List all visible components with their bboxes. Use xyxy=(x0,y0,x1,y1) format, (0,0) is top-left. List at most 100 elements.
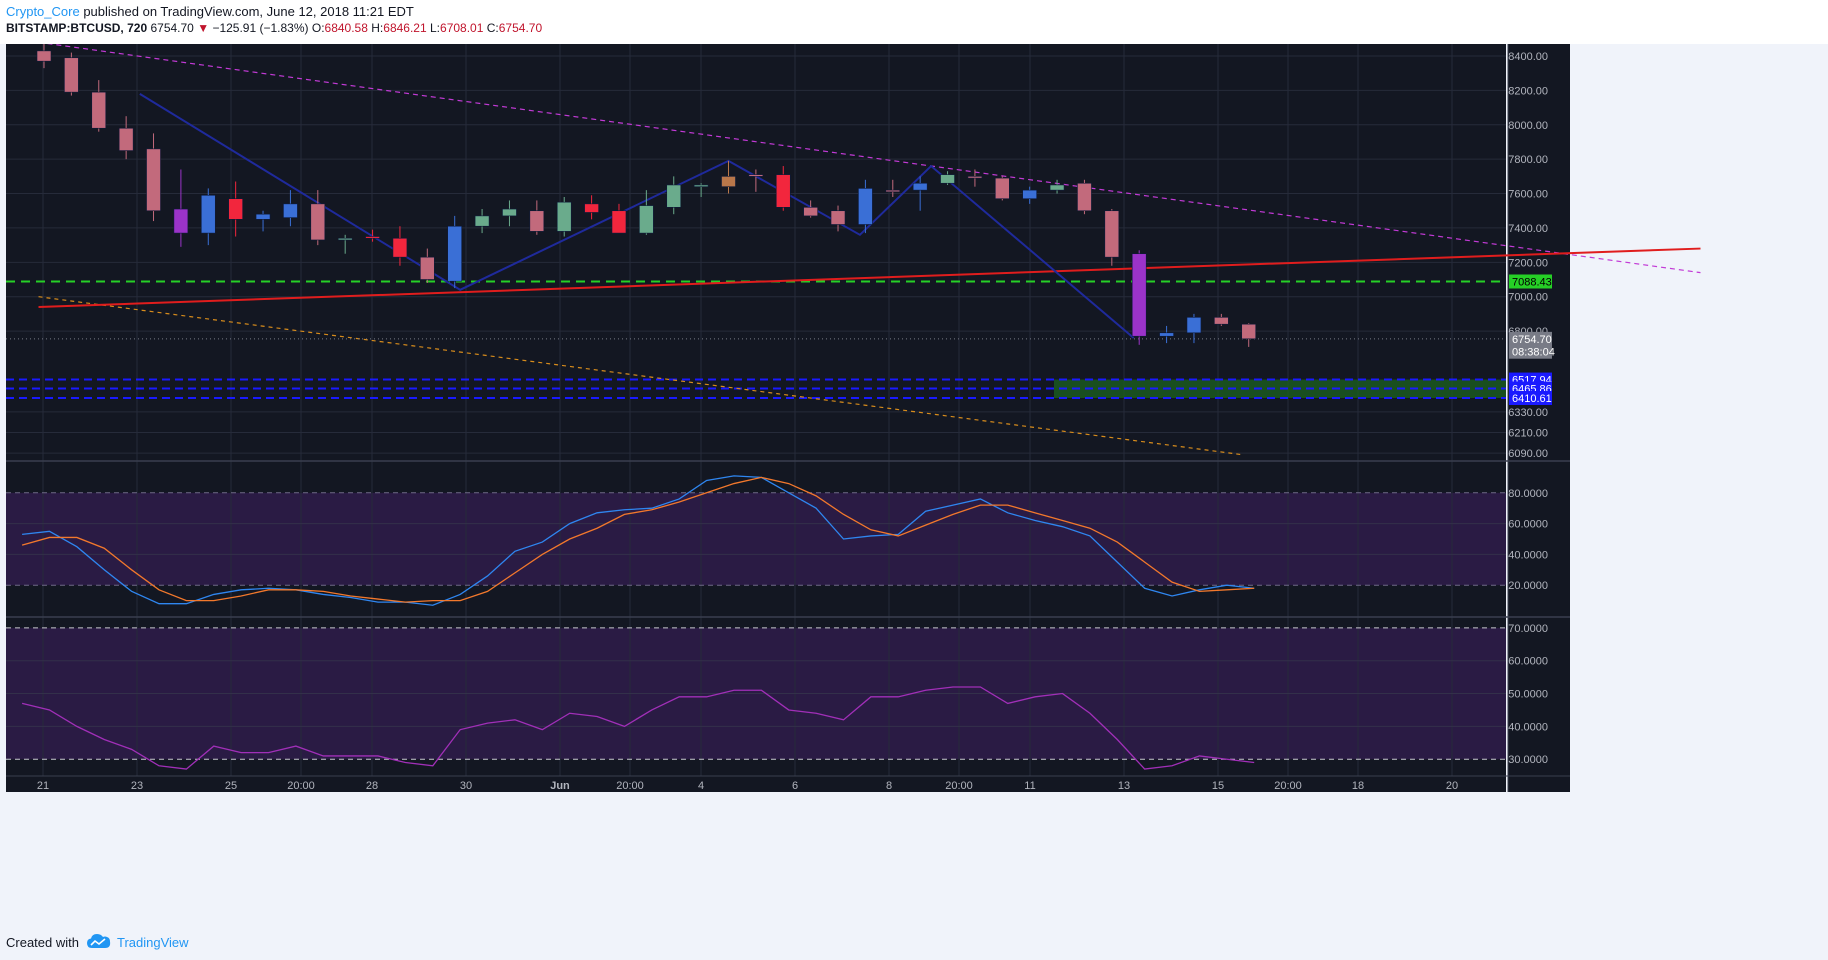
candle xyxy=(365,229,380,242)
publish-text: published on TradingView.com, June 12, 2… xyxy=(83,4,414,19)
date-tick-label: 15 xyxy=(1212,780,1224,792)
candle-body xyxy=(775,174,791,208)
candle-body xyxy=(858,188,873,225)
chart-canvas[interactable]: 21 23 25 20:00 28 30 Jun 20:00 4 6 8 20:00 11 13 15 20:… xyxy=(0,44,1828,924)
price-axis-label: 08:38:04 xyxy=(1509,344,1555,359)
candle xyxy=(666,176,682,215)
date-tick-label: 6 xyxy=(792,780,798,792)
candle xyxy=(1131,250,1147,345)
date-tick-label: 20:00 xyxy=(1274,780,1302,792)
grid-lines xyxy=(6,44,1506,776)
candle-body xyxy=(118,127,134,151)
stoch-tick-label: 20.0000 xyxy=(1508,580,1548,592)
date-tick-label: 20:00 xyxy=(616,780,644,792)
candle-body xyxy=(1049,184,1065,191)
candle-body xyxy=(529,210,545,232)
candle xyxy=(255,210,271,232)
high-value: 6846.21 xyxy=(383,21,427,35)
date-tick-label: 28 xyxy=(366,780,378,792)
price-axis-label: 6410.61 xyxy=(1509,391,1552,406)
candle xyxy=(940,171,955,185)
trendline-orange xyxy=(38,296,1244,456)
candle-body xyxy=(36,50,52,62)
candle-body xyxy=(556,201,572,232)
candle-body xyxy=(967,176,983,179)
chart-header: Crypto_Core published on TradingView.com… xyxy=(0,0,1828,44)
price-change: −125.91 (−1.83%) xyxy=(212,21,309,35)
last-price: 6754.70 xyxy=(150,21,194,35)
candle xyxy=(1241,323,1257,347)
candle xyxy=(584,195,599,220)
price-label-background xyxy=(1509,391,1552,406)
price-tick-label: 7000.00 xyxy=(1508,292,1548,304)
price-label-text: 6754.70 xyxy=(1512,334,1552,346)
candle xyxy=(474,209,490,234)
candle xyxy=(1022,186,1037,204)
candle-body xyxy=(1214,317,1229,325)
date-tick-label: 18 xyxy=(1352,780,1364,792)
candle xyxy=(529,200,545,235)
candle-body xyxy=(1241,323,1257,340)
price-axis-label: 6754.70 xyxy=(1509,331,1552,346)
low-value: 6708.01 xyxy=(440,21,484,35)
candle xyxy=(721,160,736,194)
stoch-tick-label: 40.0000 xyxy=(1508,549,1548,561)
date-tick-label: 13 xyxy=(1118,780,1130,792)
candle-body xyxy=(91,91,107,129)
candle xyxy=(228,181,243,237)
price-tick-label: 6090.00 xyxy=(1508,448,1548,460)
candle-body xyxy=(392,237,408,258)
tradingview-cloud-icon xyxy=(87,934,111,948)
candle xyxy=(912,176,928,211)
price-tick-label: 6330.00 xyxy=(1508,407,1548,419)
price-tick-label: 6210.00 xyxy=(1508,427,1548,439)
candle xyxy=(967,169,983,187)
price-axis-label: 7088.43 xyxy=(1509,274,1552,289)
tradingview-link[interactable]: TradingView xyxy=(117,935,189,950)
candle-body xyxy=(940,174,955,184)
candle-body xyxy=(447,225,463,282)
open-value: 6840.58 xyxy=(324,21,368,35)
candle-body xyxy=(748,174,764,177)
date-tick-label: 21 xyxy=(37,780,49,792)
candle xyxy=(1077,179,1092,215)
candle xyxy=(283,190,298,227)
candle-body xyxy=(146,148,161,212)
candle-body xyxy=(885,189,901,193)
candle xyxy=(639,190,654,235)
candle-body xyxy=(1022,189,1037,200)
stochastic-k-line xyxy=(22,475,1255,606)
rsi-tick-label: 30.0000 xyxy=(1508,754,1548,766)
candle-body xyxy=(474,215,490,227)
candle xyxy=(1049,179,1065,194)
candle-body xyxy=(283,203,298,218)
date-tick-label: 20:00 xyxy=(945,780,973,792)
symbol-label: BITSTAMP:BTCUSD, 720 xyxy=(6,21,148,35)
candle xyxy=(858,179,873,234)
price-tick-label: 7800.00 xyxy=(1508,154,1548,166)
candle xyxy=(173,169,189,247)
price-tick-label: 7200.00 xyxy=(1508,257,1548,269)
candle-body xyxy=(337,237,353,241)
candle-body xyxy=(502,208,517,217)
trendline-red xyxy=(38,247,1701,309)
trendline-magenta xyxy=(46,44,1701,274)
candle xyxy=(64,52,79,96)
high-label: H: xyxy=(371,21,384,35)
candle xyxy=(118,116,134,160)
candle-body xyxy=(666,184,682,208)
candle-body xyxy=(228,198,243,220)
candle xyxy=(146,133,161,222)
price-tick-label: 7600.00 xyxy=(1508,189,1548,201)
author-link[interactable]: Crypto_Core xyxy=(6,4,80,19)
candle xyxy=(885,179,901,197)
candle xyxy=(748,169,764,192)
candle xyxy=(392,226,408,266)
down-arrow-icon: ▼ xyxy=(197,21,210,35)
open-label: O: xyxy=(311,21,325,35)
price-label-background xyxy=(1509,344,1552,359)
candle xyxy=(1104,209,1120,266)
date-tick-label: 8 xyxy=(886,780,892,792)
candle-body xyxy=(994,177,1010,200)
close-label: C: xyxy=(486,21,499,35)
